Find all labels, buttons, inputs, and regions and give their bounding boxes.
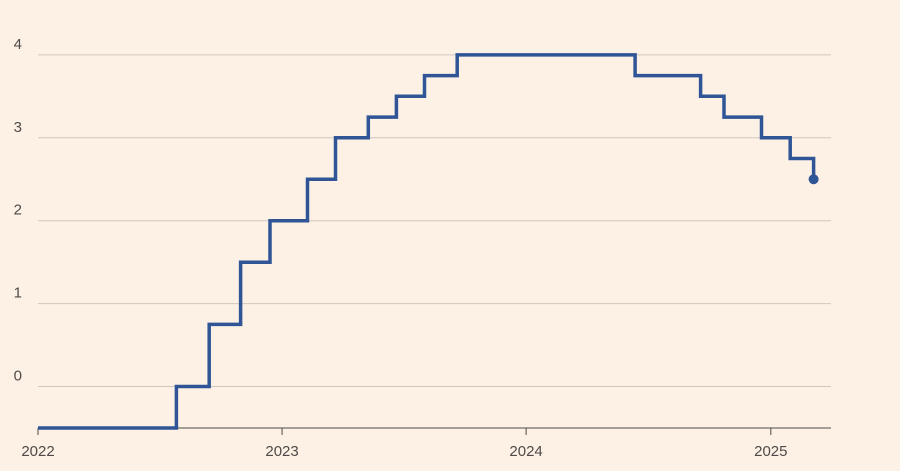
x-axis: 2022 2023 2024 2025 xyxy=(21,428,788,460)
x-tick-label-2022: 2022 xyxy=(21,443,54,460)
y-tick-label-1: 1 xyxy=(14,285,22,302)
y-tick-label-4: 4 xyxy=(14,36,22,53)
end-point-marker xyxy=(808,174,819,185)
y-tick-label-0: 0 xyxy=(14,368,22,385)
y-tick-label-2: 2 xyxy=(14,202,22,219)
x-tick-label-2025: 2025 xyxy=(754,443,787,460)
y-tick-label-3: 3 xyxy=(14,119,22,136)
y-axis: 0 1 2 3 4 xyxy=(14,36,22,385)
x-tick-label-2023: 2023 xyxy=(265,443,298,460)
x-tick-label-2024: 2024 xyxy=(509,443,542,460)
series-line xyxy=(38,53,816,430)
gridlines xyxy=(38,54,831,429)
